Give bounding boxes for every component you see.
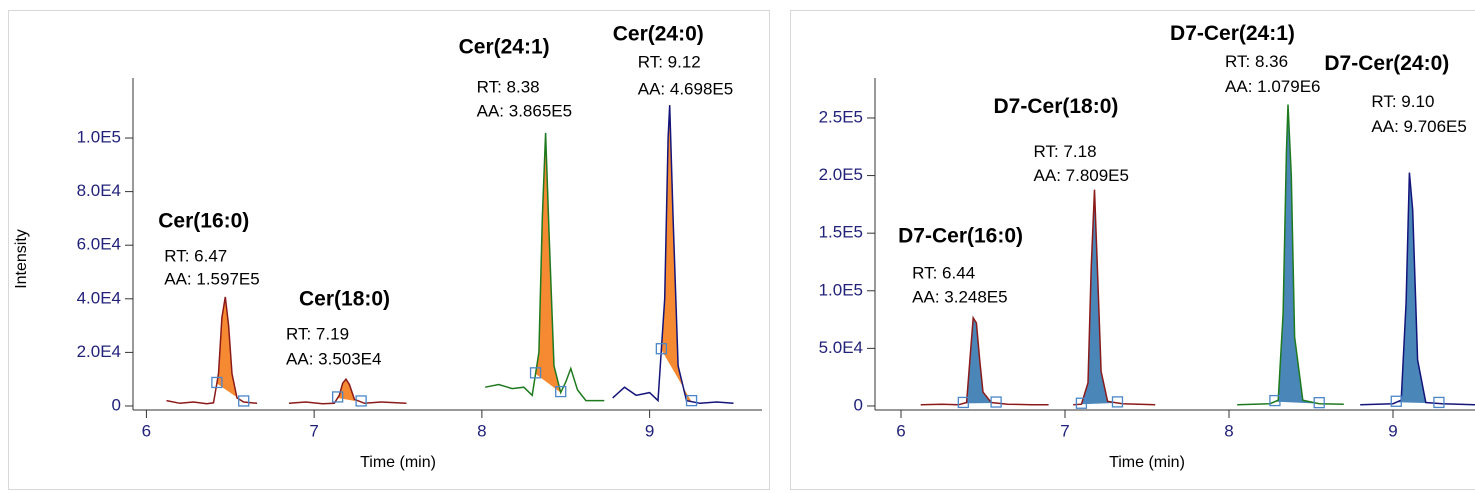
trace <box>485 132 605 402</box>
x-tick-label: 9 <box>645 421 654 440</box>
peak-area-label: AA: 3.503E4 <box>286 350 381 369</box>
y-tick-label: 4.0E4 <box>77 288 121 307</box>
integration-marker <box>685 394 698 407</box>
peak-area <box>216 296 244 402</box>
peak-label: D7-Cer(24:0) <box>1324 52 1449 75</box>
integration-marker <box>1111 396 1124 408</box>
integration-marker <box>238 395 250 407</box>
peak-label: Cer(24:1) <box>459 35 550 58</box>
x-axis-title: Time (min) <box>1109 454 1185 471</box>
peak-area <box>1081 189 1118 405</box>
y-tick-label: 0 <box>112 395 121 414</box>
y-tick-label: 1.5E5 <box>819 223 863 242</box>
retention-time: RT: 8.36 <box>1225 52 1288 71</box>
integration-marker <box>1313 397 1325 409</box>
peak-area <box>337 379 362 402</box>
integration-marker <box>655 343 668 355</box>
peak-label: Cer(18:0) <box>299 288 390 311</box>
integration-marker <box>331 391 344 403</box>
x-tick-label: 8 <box>1224 421 1233 440</box>
integration-marker <box>355 395 367 407</box>
y-tick-label: 2.0E5 <box>819 165 863 184</box>
retention-time: RT: 8.38 <box>477 77 540 96</box>
peak-area-label: AA: 1.079E6 <box>1225 77 1320 96</box>
x-tick-label: 7 <box>1060 421 1069 440</box>
retention-time: RT: 6.44 <box>912 263 975 282</box>
integration-marker <box>555 385 567 398</box>
peak-area-label: AA: 9.706E5 <box>1371 117 1466 136</box>
trace <box>288 377 407 405</box>
integration-marker <box>1433 396 1445 409</box>
retention-time: RT: 9.10 <box>1371 92 1434 111</box>
x-tick-label: 8 <box>477 421 486 440</box>
peak-label: D7-Cer(18:0) <box>994 95 1119 118</box>
y-tick-label: 1.0E5 <box>819 280 863 299</box>
peak-label: Cer(24:0) <box>613 23 704 46</box>
x-tick-label: 7 <box>309 421 318 440</box>
integration-marker <box>957 396 969 409</box>
integration-marker <box>1269 394 1281 407</box>
x-axis-title: Time (min) <box>360 454 436 471</box>
y-tick-label: 6.0E4 <box>77 235 121 254</box>
integration-marker <box>990 396 1002 408</box>
y-axis-title: Intensity <box>13 229 30 289</box>
peak-area-label: AA: 3.248E5 <box>912 287 1007 306</box>
x-tick-label: 9 <box>1388 421 1397 440</box>
y-tick-label: 2.5E5 <box>819 107 863 126</box>
y-tick-label: 0 <box>854 395 863 414</box>
retention-time: RT: 7.19 <box>286 325 349 344</box>
x-tick-label: 6 <box>896 421 905 440</box>
retention-time: RT: 6.47 <box>164 246 227 265</box>
y-tick-label: 8.0E4 <box>77 181 121 200</box>
retention-time: RT: 7.18 <box>1034 142 1097 161</box>
panel-frame <box>790 10 1475 490</box>
peak-label: D7-Cer(16:0) <box>898 224 1023 247</box>
peak-area-label: AA: 7.809E5 <box>1034 166 1129 185</box>
integration-marker <box>1390 395 1402 407</box>
x-tick-label: 6 <box>142 421 151 440</box>
peak-area <box>1396 172 1439 404</box>
y-tick-label: 2.0E4 <box>77 342 121 361</box>
retention-time: RT: 9.12 <box>638 53 701 72</box>
peak-label: Cer(16:0) <box>158 209 249 232</box>
y-tick-label: 5.0E4 <box>819 338 863 357</box>
peak-area <box>661 105 692 402</box>
trace <box>1237 104 1344 406</box>
peak-label: D7-Cer(24:1) <box>1170 22 1295 45</box>
integration-marker <box>211 376 223 389</box>
trace <box>612 105 734 405</box>
peak-area-label: AA: 3.865E5 <box>477 101 572 120</box>
peak-area-label: AA: 4.698E5 <box>638 80 733 99</box>
integration-marker <box>529 367 542 379</box>
y-tick-label: 1.0E5 <box>77 128 121 147</box>
trace <box>166 296 258 405</box>
trace <box>1360 172 1475 406</box>
integration-marker <box>1075 397 1088 409</box>
peak-area <box>535 132 561 393</box>
peak-area-label: AA: 1.597E5 <box>164 269 259 288</box>
trace <box>1073 189 1156 406</box>
